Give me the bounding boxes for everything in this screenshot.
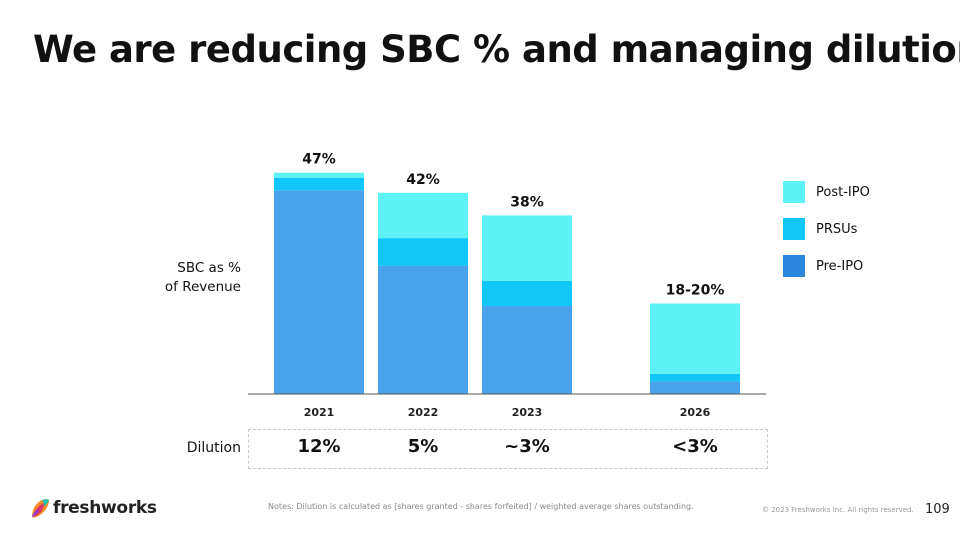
legend-item-post-ipo: Post-IPO (783, 181, 870, 203)
copyright-text: © 2023 Freshworks Inc. All rights reserv… (762, 506, 914, 514)
dilution-value-2022: 5% (407, 436, 439, 457)
bar-2021-post-ipo (274, 172, 364, 178)
page-number: 109 (925, 502, 950, 517)
bar-2026-prsus (650, 373, 740, 382)
freshworks-logo: freshworks (30, 497, 157, 519)
legend-label-prsus: PRSUs (816, 221, 858, 237)
bar-total-label-2023: 38% (510, 194, 544, 210)
bar-2023-prsus (482, 280, 572, 306)
legend-label-post-ipo: Post-IPO (816, 184, 870, 200)
legend-swatch-post-ipo (783, 181, 805, 203)
bar-total-label-2026: 18-20% (666, 283, 725, 299)
bar-2026-pre-ipo (650, 381, 740, 394)
bar-2021-prsus (274, 177, 364, 191)
dilution-value-2021: 12% (297, 436, 341, 457)
bar-2026-post-ipo (650, 303, 740, 374)
bar-2021-pre-ipo (274, 190, 364, 394)
bar-2023-pre-ipo (482, 306, 572, 394)
bar-2022-prsus (378, 238, 468, 266)
logo-text: freshworks (53, 498, 157, 518)
legend-item-pre-ipo: Pre-IPO (783, 255, 863, 277)
dilution-row-box (248, 429, 768, 469)
legend-swatch-pre-ipo (783, 255, 805, 277)
y-axis-label: SBC as % of Revenue (101, 259, 241, 297)
y-axis-label-line1: SBC as % (177, 260, 241, 276)
legend-swatch-prsus (783, 218, 805, 240)
x-tick-label-2026: 2026 (680, 406, 711, 419)
bar-2022-post-ipo (378, 192, 468, 239)
dilution-value-2023: ~3% (504, 436, 550, 457)
x-tick-label-2021: 2021 (304, 406, 335, 419)
dilution-value-2026: <3% (672, 436, 718, 457)
bar-total-label-2022: 42% (406, 172, 440, 188)
freshworks-logo-icon (32, 499, 49, 518)
footnote: Notes: Dilution is calculated as [shares… (268, 502, 694, 511)
x-tick-label-2022: 2022 (408, 406, 439, 419)
legend-label-pre-ipo: Pre-IPO (816, 258, 864, 274)
x-tick-label-2023: 2023 (512, 406, 543, 419)
bar-2022-pre-ipo (378, 265, 468, 394)
slide-title: We are reducing SBC % and managing dilut… (33, 28, 960, 71)
y-axis-label-line2: of Revenue (164, 279, 241, 295)
bar-2023-post-ipo (482, 215, 572, 281)
legend-item-prsus: PRSUs (783, 218, 857, 240)
bar-total-label-2021: 47% (302, 152, 336, 168)
dilution-label: Dilution (186, 440, 241, 456)
